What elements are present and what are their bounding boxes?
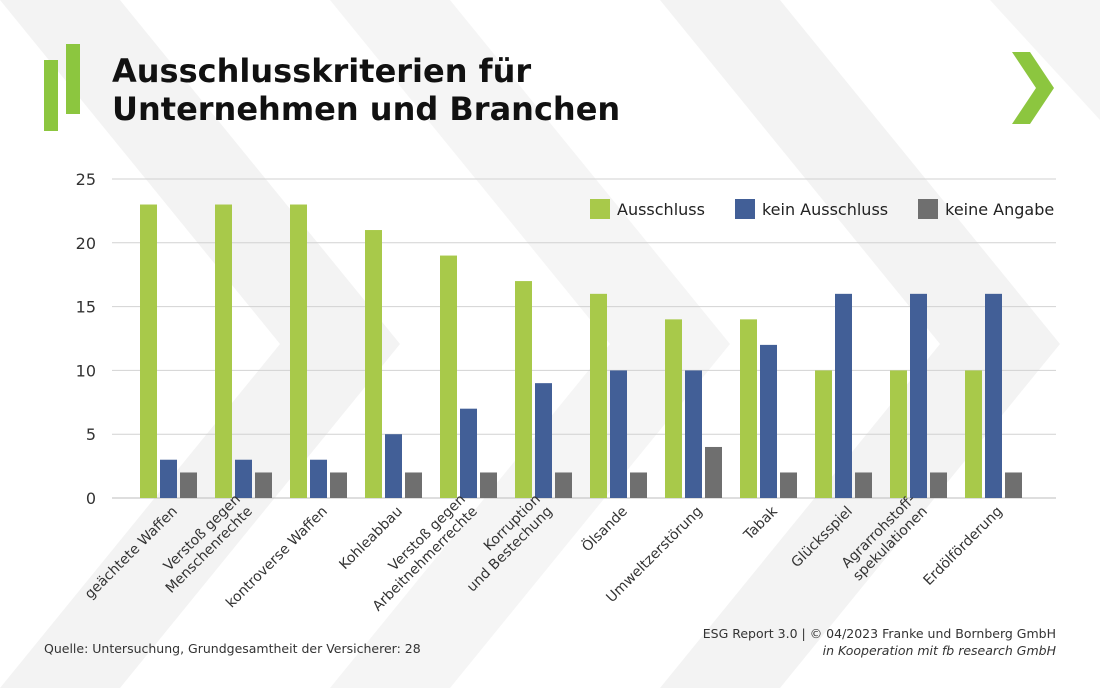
bar-kein-ausschluss [385,434,402,498]
bar-ausschluss [290,204,307,498]
bar-kein-ausschluss [910,293,927,498]
bar-keine-angabe [330,472,347,498]
logo-bar-left [44,60,58,131]
y-tick-label: 0 [86,489,96,508]
copyright-note: ESG Report 3.0 | © 04/2023 Franke und Bo… [703,625,1056,659]
chart-legend: Ausschluss kein Ausschluss keine Angabe [590,199,1054,219]
report-line: ESG Report 3.0 | © 04/2023 Franke und Bo… [702,626,1056,641]
legend-swatch-kein-ausschluss [734,199,755,219]
bar-keine-angabe [555,472,572,498]
bar-ausschluss [740,319,757,498]
y-tick-label: 10 [76,361,96,380]
bar-keine-angabe [1005,472,1022,498]
bar-keine-angabe [780,472,797,498]
source-note: Quelle: Untersuchung, Grundgesamtheit de… [44,641,421,656]
y-tick-label: 5 [86,425,96,444]
bar-kein-ausschluss [985,293,1002,498]
bar-ausschluss [815,370,832,498]
bar-ausschluss [965,370,982,498]
bar-ausschluss [590,293,607,498]
x-tick-label: Erdölförderung [921,504,1006,589]
title-line-1: Ausschlusskriterien für [112,52,532,90]
bar-kein-ausschluss [310,459,327,498]
bar-kein-ausschluss [835,293,852,498]
logo-bar-right [66,44,80,114]
x-tick-label: Tabak [740,503,781,544]
bar-ausschluss [515,281,532,498]
bar-kein-ausschluss [460,408,477,498]
y-tick-label: 25 [76,170,96,189]
x-tick-label-line: Ölsande [578,502,631,555]
chevron-right-icon [1012,52,1054,124]
legend-swatch-ausschluss [590,199,610,219]
bar-keine-angabe [630,472,647,498]
x-tick-label: Verstoß gegenArbeitnehmerrechte [358,491,481,614]
bar-ausschluss [215,204,232,498]
bar-kein-ausschluss [760,344,777,498]
bar-keine-angabe [480,472,497,498]
bar-kein-ausschluss [610,370,627,498]
bar-keine-angabe [180,472,197,498]
bar-kein-ausschluss [685,370,702,498]
legend-label-keine-angabe: keine Angabe [945,199,1055,219]
bar-ausschluss [665,319,682,498]
bar-kein-ausschluss [235,459,252,498]
bar-keine-angabe [930,472,947,498]
y-tick-label: 15 [76,298,96,317]
bar-ausschluss [440,255,457,498]
bar-keine-angabe [705,446,722,498]
bar-keine-angabe [405,472,422,498]
page-title: Ausschlusskriterien für Unternehmen und … [112,52,620,128]
cooperation-line: in Kooperation mit fb research GmbH [822,643,1056,658]
legend-label-kein-ausschluss: kein Ausschluss [761,199,889,219]
title-line-2: Unternehmen und Branchen [112,90,621,128]
bar-keine-angabe [855,472,872,498]
x-tick-label: Agrarrohstoff-spekulationen [838,491,931,584]
legend-item-keine-angabe: keine Angabe [918,199,1054,219]
bar-ausschluss [140,204,157,498]
bar-kein-ausschluss [160,459,177,498]
legend-item-kein-ausschluss: kein Ausschluss [734,199,889,219]
bar-ausschluss [365,230,382,499]
legend-label-ausschluss: Ausschluss [617,199,705,219]
bar-keine-angabe [255,472,272,498]
legend-swatch-keine-angabe [918,199,939,219]
bar-kein-ausschluss [535,383,552,498]
y-tick-label: 20 [76,234,96,253]
x-tick-label-line: Tabak [740,503,781,544]
x-tick-label: Ölsande [578,502,631,555]
x-tick-label-line: Erdölförderung [921,504,1006,589]
bar-ausschluss [890,370,907,498]
legend-item-ausschluss: Ausschluss [590,199,705,219]
